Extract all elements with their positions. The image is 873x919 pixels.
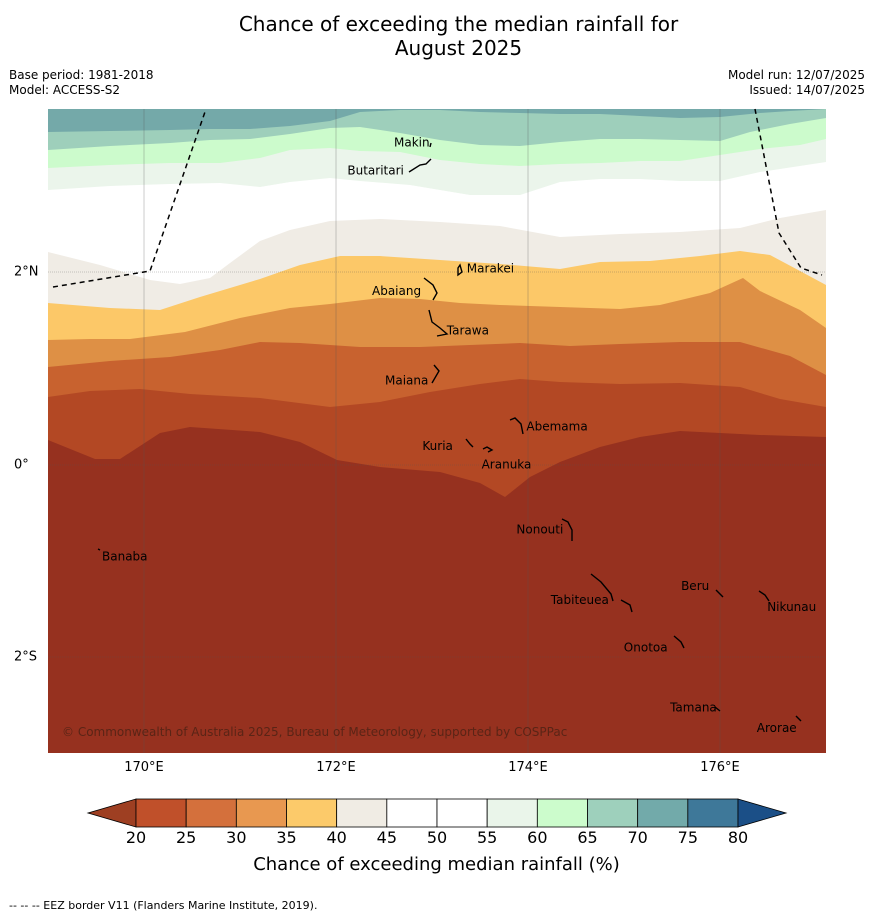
title-line-2: August 2025 (394, 36, 523, 60)
colorbar (86, 798, 788, 828)
place-label-abaiang: Abaiang (372, 284, 421, 298)
model-run: Model run: 12/07/2025 (727, 68, 865, 82)
colorbar-segment (286, 798, 338, 828)
place-label-abemama: Abemama (526, 420, 587, 434)
place-label-onotoa: Onotoa (624, 640, 668, 654)
meta-right: Model run: 12/07/2025 Issued: 14/07/2025 (728, 68, 865, 98)
place-labels: Makin Butaritari Marakei Abaiang Tarawa Maian… (102, 136, 816, 736)
colorbar-label: Chance of exceeding median rainfall (%) (253, 854, 620, 875)
lon-label-176: 176°E (700, 760, 740, 775)
map-title: Chance of exceeding the median rainfall … (0, 12, 873, 60)
place-label-tarawa: Tarawa (446, 323, 489, 337)
base-period: Base period: 1981-2018 (9, 68, 154, 82)
issued-date: Issued: 14/07/2025 (749, 83, 865, 97)
place-label-beru: Beru (681, 579, 709, 593)
colorbar-tick-label: 50 (426, 828, 448, 847)
colorbar-tick-label: 65 (577, 828, 598, 847)
islands (97, 142, 802, 722)
colorbar-segment (135, 798, 187, 828)
colorbar-segment (436, 798, 488, 828)
colorbar-tick-label: 80 (727, 828, 749, 847)
colorbar-segment (386, 798, 438, 828)
place-label-arorae: Arorae (757, 721, 797, 735)
place-label-marakei: Marakei (467, 262, 514, 276)
colorbar-segment (637, 798, 689, 828)
colorbar-tick-label: 45 (376, 828, 398, 847)
title-line-1: Chance of exceeding the median rainfall … (238, 12, 679, 36)
colorbar-tick-label: 30 (226, 828, 247, 847)
place-label-banaba: Banaba (102, 550, 148, 564)
model-name: Model: ACCESS-S2 (9, 83, 121, 97)
eez-footnote: -- -- -- EEZ border V11 (Flanders Marine… (9, 899, 318, 912)
eez-border (52, 108, 823, 288)
copyright-text: © Commonwealth of Australia 2025, Bureau… (62, 725, 567, 739)
colorbar-extend-high (737, 798, 788, 828)
place-label-tamana: Tamana (669, 701, 717, 715)
colorbar-tick-label: 35 (276, 828, 297, 847)
lat-label-0: 0° (14, 457, 29, 473)
place-label-butaritari: Butaritari (347, 164, 404, 178)
lon-label-170: 170°E (124, 760, 164, 775)
colorbar-segment (536, 798, 588, 828)
place-label-nonouti: Nonouti (516, 523, 563, 537)
colorbar-extend-low (86, 798, 137, 828)
place-label-makin: Makin (394, 136, 430, 150)
meta-left: Base period: 1981-2018 Model: ACCESS-S2 (9, 68, 154, 98)
band-70-75 (48, 109, 826, 132)
colorbar-tick-label: 70 (627, 828, 648, 847)
colorbar-segment (336, 798, 388, 828)
colorbar-segment (486, 798, 538, 828)
contour-bands (48, 109, 826, 753)
place-label-maiana: Maiana (385, 373, 428, 387)
colorbar-segment (687, 798, 739, 828)
place-label-kuria: Kuria (422, 439, 453, 453)
place-label-nikunau: Nikunau (767, 600, 816, 614)
colorbar-tick-label: 75 (677, 828, 699, 847)
colorbar-tick-label: 55 (476, 828, 498, 847)
lat-label-2s: 2°S (14, 649, 38, 665)
colorbar-tick-label: 25 (175, 828, 197, 847)
lat-label-2n: 2°N (14, 264, 39, 280)
place-label-aranuka: Aranuka (482, 458, 532, 472)
place-label-tabiteuea: Tabiteuea (550, 593, 609, 607)
lon-label-174: 174°E (508, 760, 548, 775)
lon-label-172: 172°E (316, 760, 356, 775)
colorbar-segment (235, 798, 287, 828)
colorbar-tick-label: 40 (326, 828, 347, 847)
colorbar-segment (587, 798, 639, 828)
graticule (48, 109, 826, 753)
colorbar-segment (185, 798, 237, 828)
colorbar-tick-label: 60 (527, 828, 548, 847)
colorbar-tick-label: 20 (125, 828, 147, 847)
